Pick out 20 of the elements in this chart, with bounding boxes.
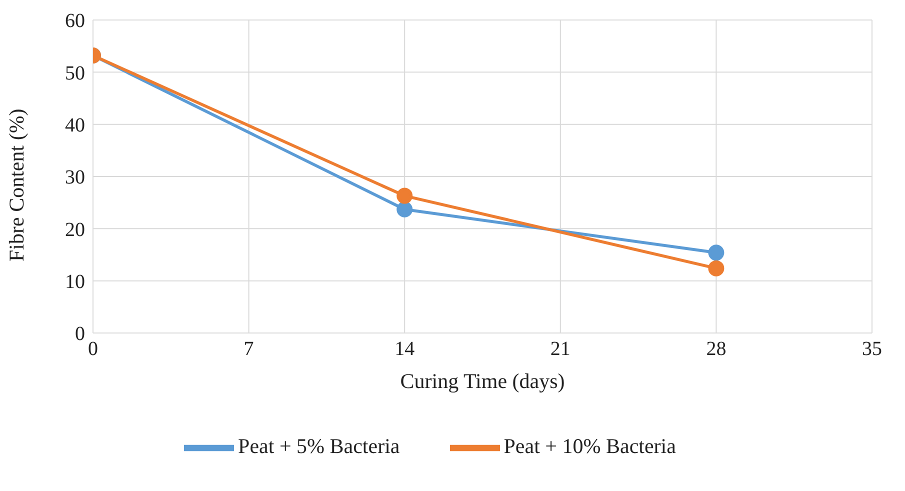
y-tick-label: 10	[65, 270, 85, 293]
legend-label: Peat + 5% Bacteria	[238, 434, 400, 458]
point	[708, 244, 724, 261]
x-tick-label: 7	[244, 338, 254, 360]
point	[708, 260, 724, 276]
y-tick-label: 30	[65, 166, 85, 189]
point	[396, 188, 413, 204]
y-axis-title: Fibre Content (%)	[4, 108, 28, 262]
point	[396, 201, 413, 218]
legend-label: Peat + 10% Bacteria	[504, 434, 676, 458]
y-tick-label: 0	[75, 323, 85, 346]
y-tick-label: 20	[65, 218, 85, 241]
y-tick-label: 40	[65, 114, 85, 136]
y-tick-label: 60	[65, 10, 85, 32]
x-axis-title: Curing Time (days)	[400, 369, 565, 393]
x-tick-label: 21	[550, 338, 570, 360]
x-tick-label: 14	[394, 338, 415, 360]
x-tick-label: 28	[706, 338, 726, 360]
x-tick-label: 35	[862, 338, 882, 360]
y-tick-label: 50	[65, 62, 85, 84]
